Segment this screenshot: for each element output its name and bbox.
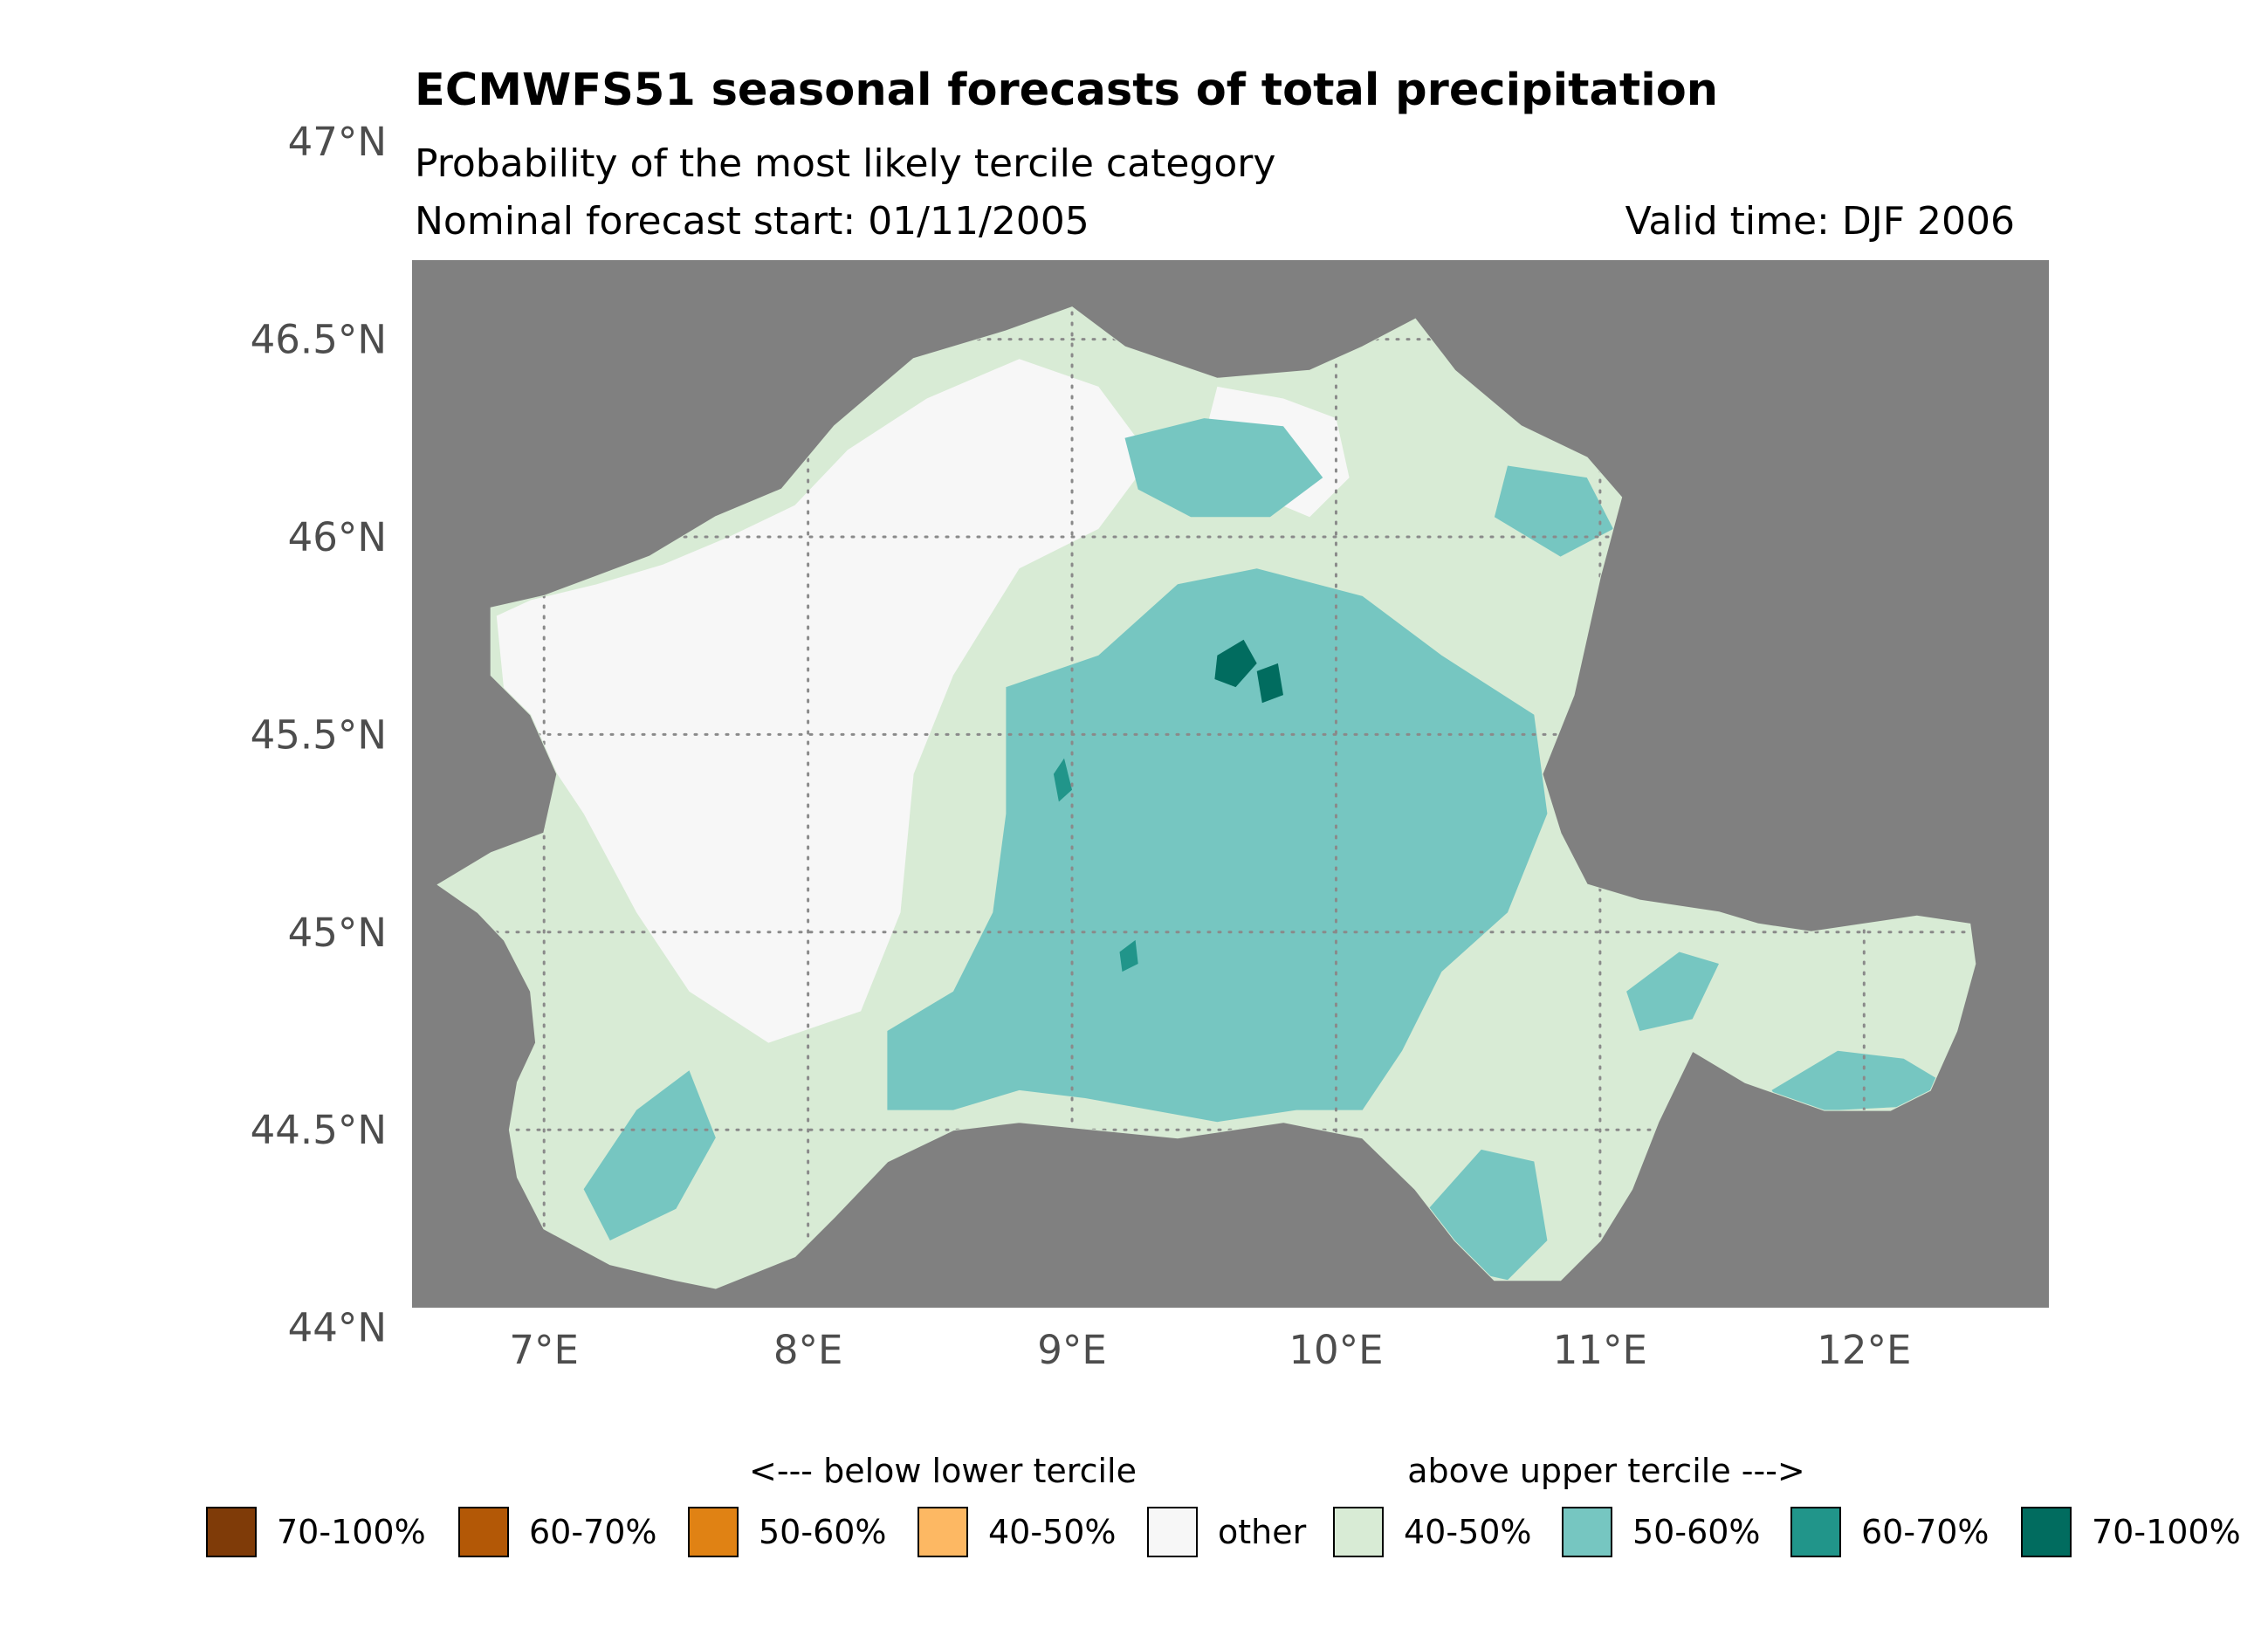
region-other-0 [496,359,1151,1043]
x-axis: 7°E 8°E 9°E 10°E 11°E 12°E [509,1327,1911,1373]
map-layer [436,306,1976,1289]
legend-label: 50-60% [1632,1513,1761,1551]
y-tick-label: 45°N [288,910,387,956]
legend-label: 40-50% [1404,1513,1532,1551]
legend-swatch [206,1507,257,1557]
y-tick-label: 44°N [288,1305,387,1351]
y-tick-label: 45.5°N [251,711,387,758]
y-axis: 44°N 44.5°N 45°N 45.5°N 46°N 46.5°N 47°N [251,119,387,1350]
legend-swatch [1790,1507,1841,1557]
chart-subtitle: Probability of the most likely tercile c… [415,141,1275,186]
legend-label: 60-70% [1861,1513,1990,1551]
legend-below-label: <--- below lower tercile [749,1452,1137,1490]
y-tick-label: 44.5°N [251,1107,387,1153]
region-above-50-60-4 [1494,465,1613,557]
x-tick-label: 10°E [1289,1327,1383,1373]
legend-swatch [1333,1507,1384,1557]
legend-label: 60-70% [529,1513,657,1551]
x-tick-label: 11°E [1553,1327,1647,1373]
y-tick-label: 46°N [288,514,387,560]
legend-label: 50-60% [759,1513,887,1551]
legend: 70-100% 60-70% 50-60% 40-50% other 40-50% 50-6… [206,1507,2241,1557]
region-above-50-60-8 [1626,952,1719,1031]
region-above-50-60-3 [1124,418,1323,518]
legend-label: other [1218,1513,1307,1551]
legend-label: 40-50% [988,1513,1117,1551]
legend-swatch [918,1507,968,1557]
region-above-60-70-12 [1119,939,1138,972]
legend-swatch [1562,1507,1612,1557]
x-tick-label: 12°E [1817,1327,1911,1373]
legend-label: 70-100% [277,1513,426,1551]
region-above-50-60-2 [887,568,1548,1123]
legend-above-label: above upper tercile ---> [1407,1452,1805,1490]
x-tick-label: 8°E [773,1327,843,1373]
legend-swatch [1147,1507,1198,1557]
region-above-70-100-10 [1256,663,1283,704]
chart-title: ECMWFS51 seasonal forecasts of total pre… [415,65,1718,116]
y-tick-label: 47°N [288,119,387,165]
legend-swatch [458,1507,509,1557]
x-tick-label: 9°E [1037,1327,1107,1373]
region-above-50-60-7 [1771,1050,1943,1110]
region-above-60-70-11 [1053,758,1072,802]
y-tick-label: 46.5°N [251,317,387,363]
forecast-start-label: Nominal forecast start: 01/11/2005 [415,199,1089,244]
valid-time-label: Valid time: DJF 2006 [1625,199,2015,244]
x-tick-label: 7°E [509,1327,579,1373]
legend-label: 70-100% [2092,1513,2241,1551]
region-above-50-60-5 [583,1070,716,1240]
region-above-70-100-9 [1214,639,1257,688]
legend-swatch [2021,1507,2072,1557]
legend-swatch [688,1507,739,1557]
